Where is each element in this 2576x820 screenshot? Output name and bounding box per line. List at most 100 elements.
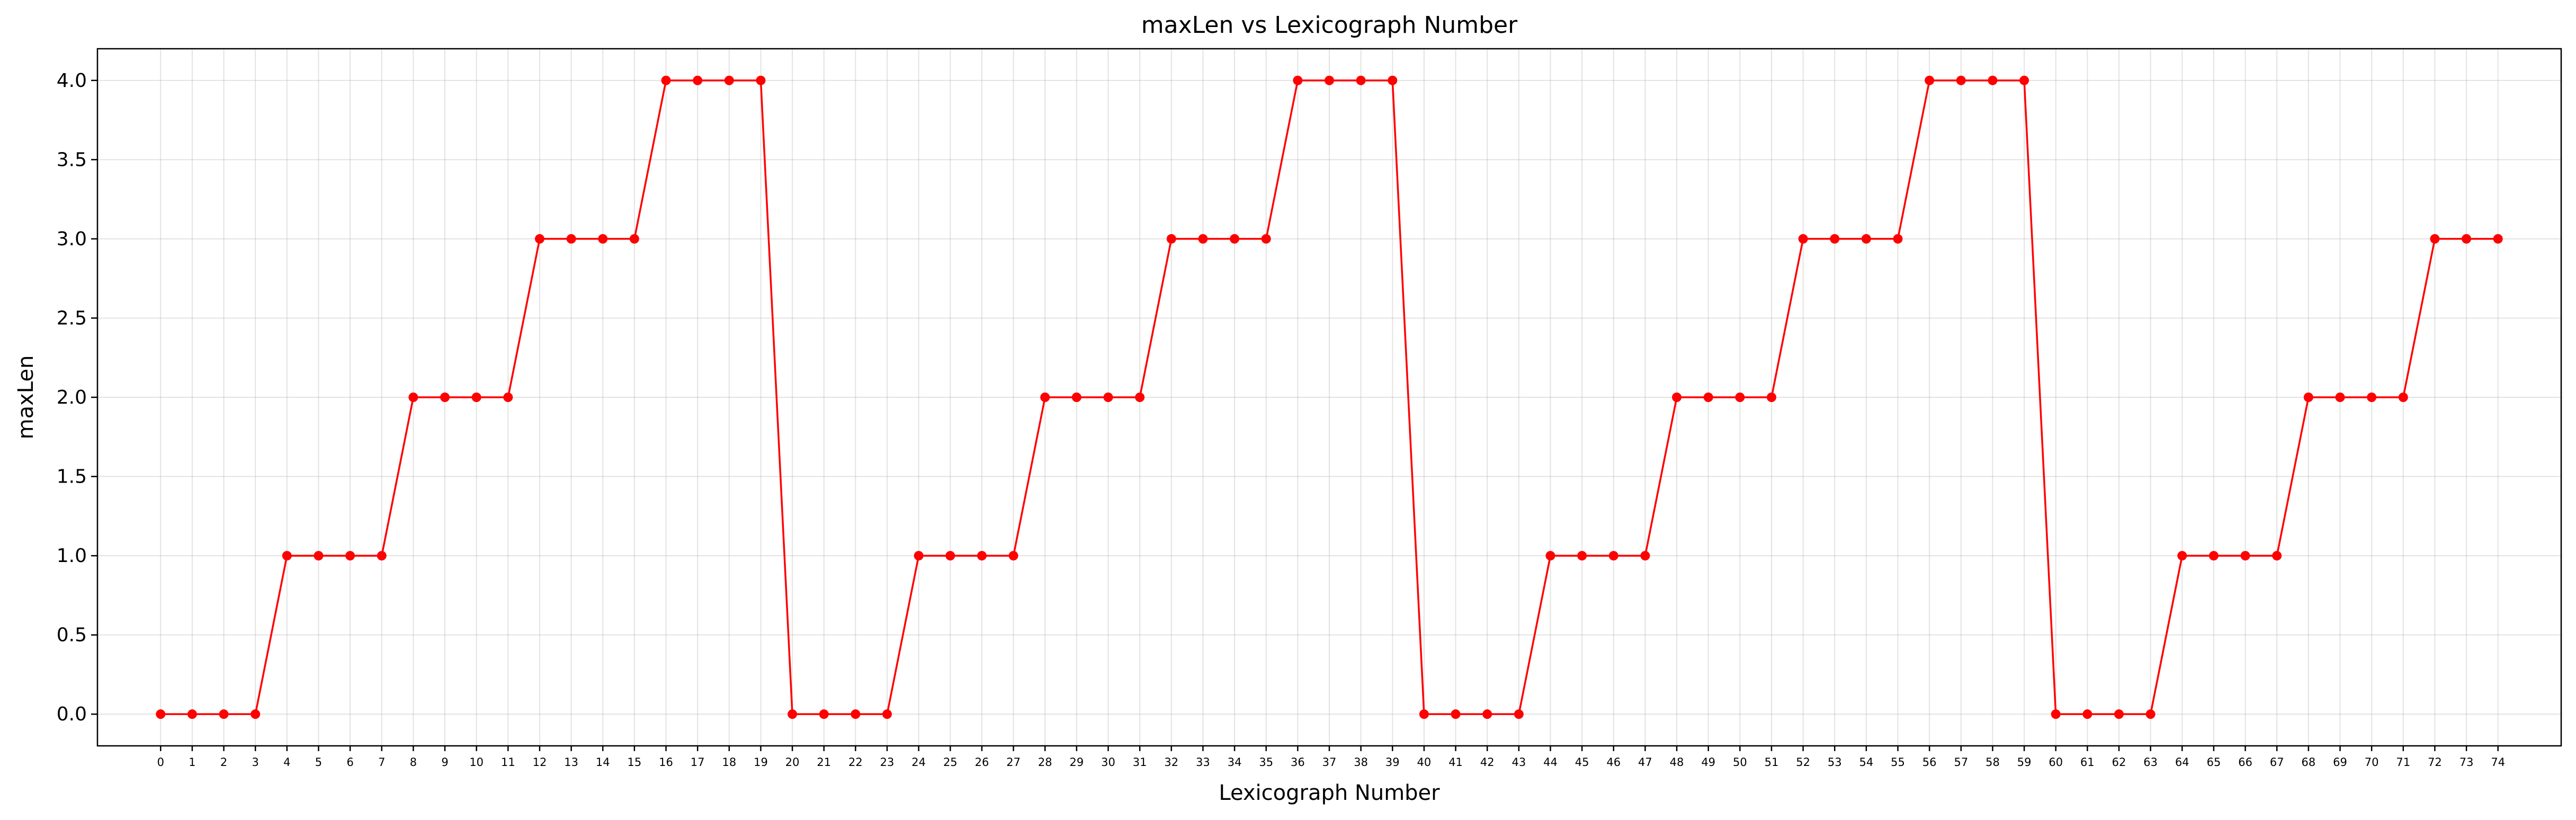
series-maxlen: [156, 75, 2503, 719]
y-tick-label: 3.5: [57, 149, 87, 171]
x-tick-label: 45: [1575, 756, 1589, 769]
data-point: [598, 234, 608, 244]
x-tick-label: 38: [1354, 756, 1368, 769]
x-tick-label: 49: [1701, 756, 1715, 769]
data-point: [503, 393, 513, 402]
data-point: [1482, 709, 1492, 719]
x-tick-label: 12: [533, 756, 547, 769]
x-tick-label: 68: [2302, 756, 2316, 769]
x-tick-label: 50: [1733, 756, 1747, 769]
x-tick-label: 18: [722, 756, 736, 769]
grid-lines: [97, 49, 2561, 746]
data-point: [661, 75, 671, 85]
data-point: [1766, 393, 1776, 402]
data-point: [1261, 234, 1271, 244]
plot-frame: [96, 48, 2562, 747]
x-tick-label: 61: [2080, 756, 2095, 769]
data-point: [1735, 393, 1745, 402]
x-tick-label: 0: [157, 756, 164, 769]
x-tick-label: 74: [2491, 756, 2505, 769]
x-tick-label: 64: [2175, 756, 2189, 769]
x-tick-label: 55: [1891, 756, 1905, 769]
data-point: [1545, 551, 1555, 561]
x-tick-label: 44: [1543, 756, 1558, 769]
data-point: [1640, 551, 1650, 561]
data-point: [1577, 551, 1587, 561]
x-tick-label: 60: [2049, 756, 2063, 769]
data-point: [945, 551, 955, 561]
x-tick-label: 20: [785, 756, 800, 769]
data-point: [1419, 709, 1429, 719]
chart-title: maxLen vs Lexicograph Number: [1141, 12, 1518, 39]
x-tick-label: 37: [1322, 756, 1337, 769]
data-point: [788, 709, 798, 719]
data-point: [1514, 709, 1524, 719]
x-axis-label: Lexicograph Number: [1219, 781, 1440, 805]
x-tick-label: 65: [2207, 756, 2221, 769]
data-point: [345, 551, 355, 561]
data-point: [2145, 709, 2155, 719]
data-point: [1135, 393, 1145, 402]
data-point: [2114, 709, 2124, 719]
x-tick-label: 51: [1765, 756, 1779, 769]
x-tick-label: 11: [501, 756, 515, 769]
y-axis-ticks: 0.0 0.5 1.0 1.5 2.0 2.5 3.0 3.5 4.0: [57, 70, 97, 725]
x-tick-label: 6: [346, 756, 353, 769]
data-point: [2493, 234, 2503, 244]
y-axis-label: maxLen: [14, 355, 38, 440]
data-point: [219, 709, 229, 719]
x-tick-label: 2: [220, 756, 227, 769]
data-point: [534, 234, 544, 244]
y-tick-label: 2.5: [57, 307, 87, 329]
data-point: [1893, 234, 1903, 244]
data-point: [2240, 551, 2250, 561]
data-point: [1008, 551, 1018, 561]
x-tick-label: 66: [2238, 756, 2252, 769]
x-tick-label: 41: [1448, 756, 1463, 769]
x-tick-label: 28: [1038, 756, 1052, 769]
x-tick-label: 36: [1291, 756, 1305, 769]
y-tick-label: 0.0: [57, 703, 87, 725]
x-tick-label: 48: [1670, 756, 1684, 769]
x-tick-label: 42: [1480, 756, 1495, 769]
x-tick-label: 8: [410, 756, 417, 769]
data-point: [1672, 393, 1682, 402]
x-tick-label: 7: [378, 756, 385, 769]
x-tick-label: 5: [315, 756, 322, 769]
x-tick-label: 62: [2112, 756, 2126, 769]
x-tick-label: 67: [2270, 756, 2284, 769]
data-point: [1325, 75, 1334, 85]
x-tick-label: 32: [1164, 756, 1178, 769]
data-point: [1988, 75, 1998, 85]
data-point: [314, 551, 324, 561]
data-point: [1166, 234, 1176, 244]
data-point: [2398, 393, 2408, 402]
data-point: [756, 75, 766, 85]
data-point: [819, 709, 829, 719]
data-point: [1388, 75, 1398, 85]
x-tick-label: 59: [2017, 756, 2032, 769]
data-point: [693, 75, 703, 85]
data-point: [187, 709, 197, 719]
x-tick-label: 27: [1006, 756, 1021, 769]
x-tick-label: 56: [1922, 756, 1937, 769]
x-tick-label: 46: [1606, 756, 1621, 769]
y-tick-label: 2.0: [57, 387, 87, 408]
data-point: [2430, 234, 2440, 244]
data-point: [851, 709, 861, 719]
x-axis-ticks: 0 1 2 3 4 5 6 7 8 9 10 11 12 13 14 15 16 17 18 19 20 21 22 23 24…: [157, 746, 2505, 769]
data-point: [1198, 234, 1208, 244]
data-point: [1230, 234, 1240, 244]
data-point: [2462, 234, 2472, 244]
data-point: [2303, 393, 2313, 402]
data-point: [1356, 75, 1366, 85]
data-point: [1925, 75, 1935, 85]
data-point: [2177, 551, 2187, 561]
data-point: [1040, 393, 1050, 402]
x-tick-label: 63: [2143, 756, 2158, 769]
x-tick-label: 29: [1070, 756, 1084, 769]
data-point: [1956, 75, 1966, 85]
x-tick-label: 40: [1417, 756, 1432, 769]
y-tick-label: 1.5: [57, 466, 87, 488]
